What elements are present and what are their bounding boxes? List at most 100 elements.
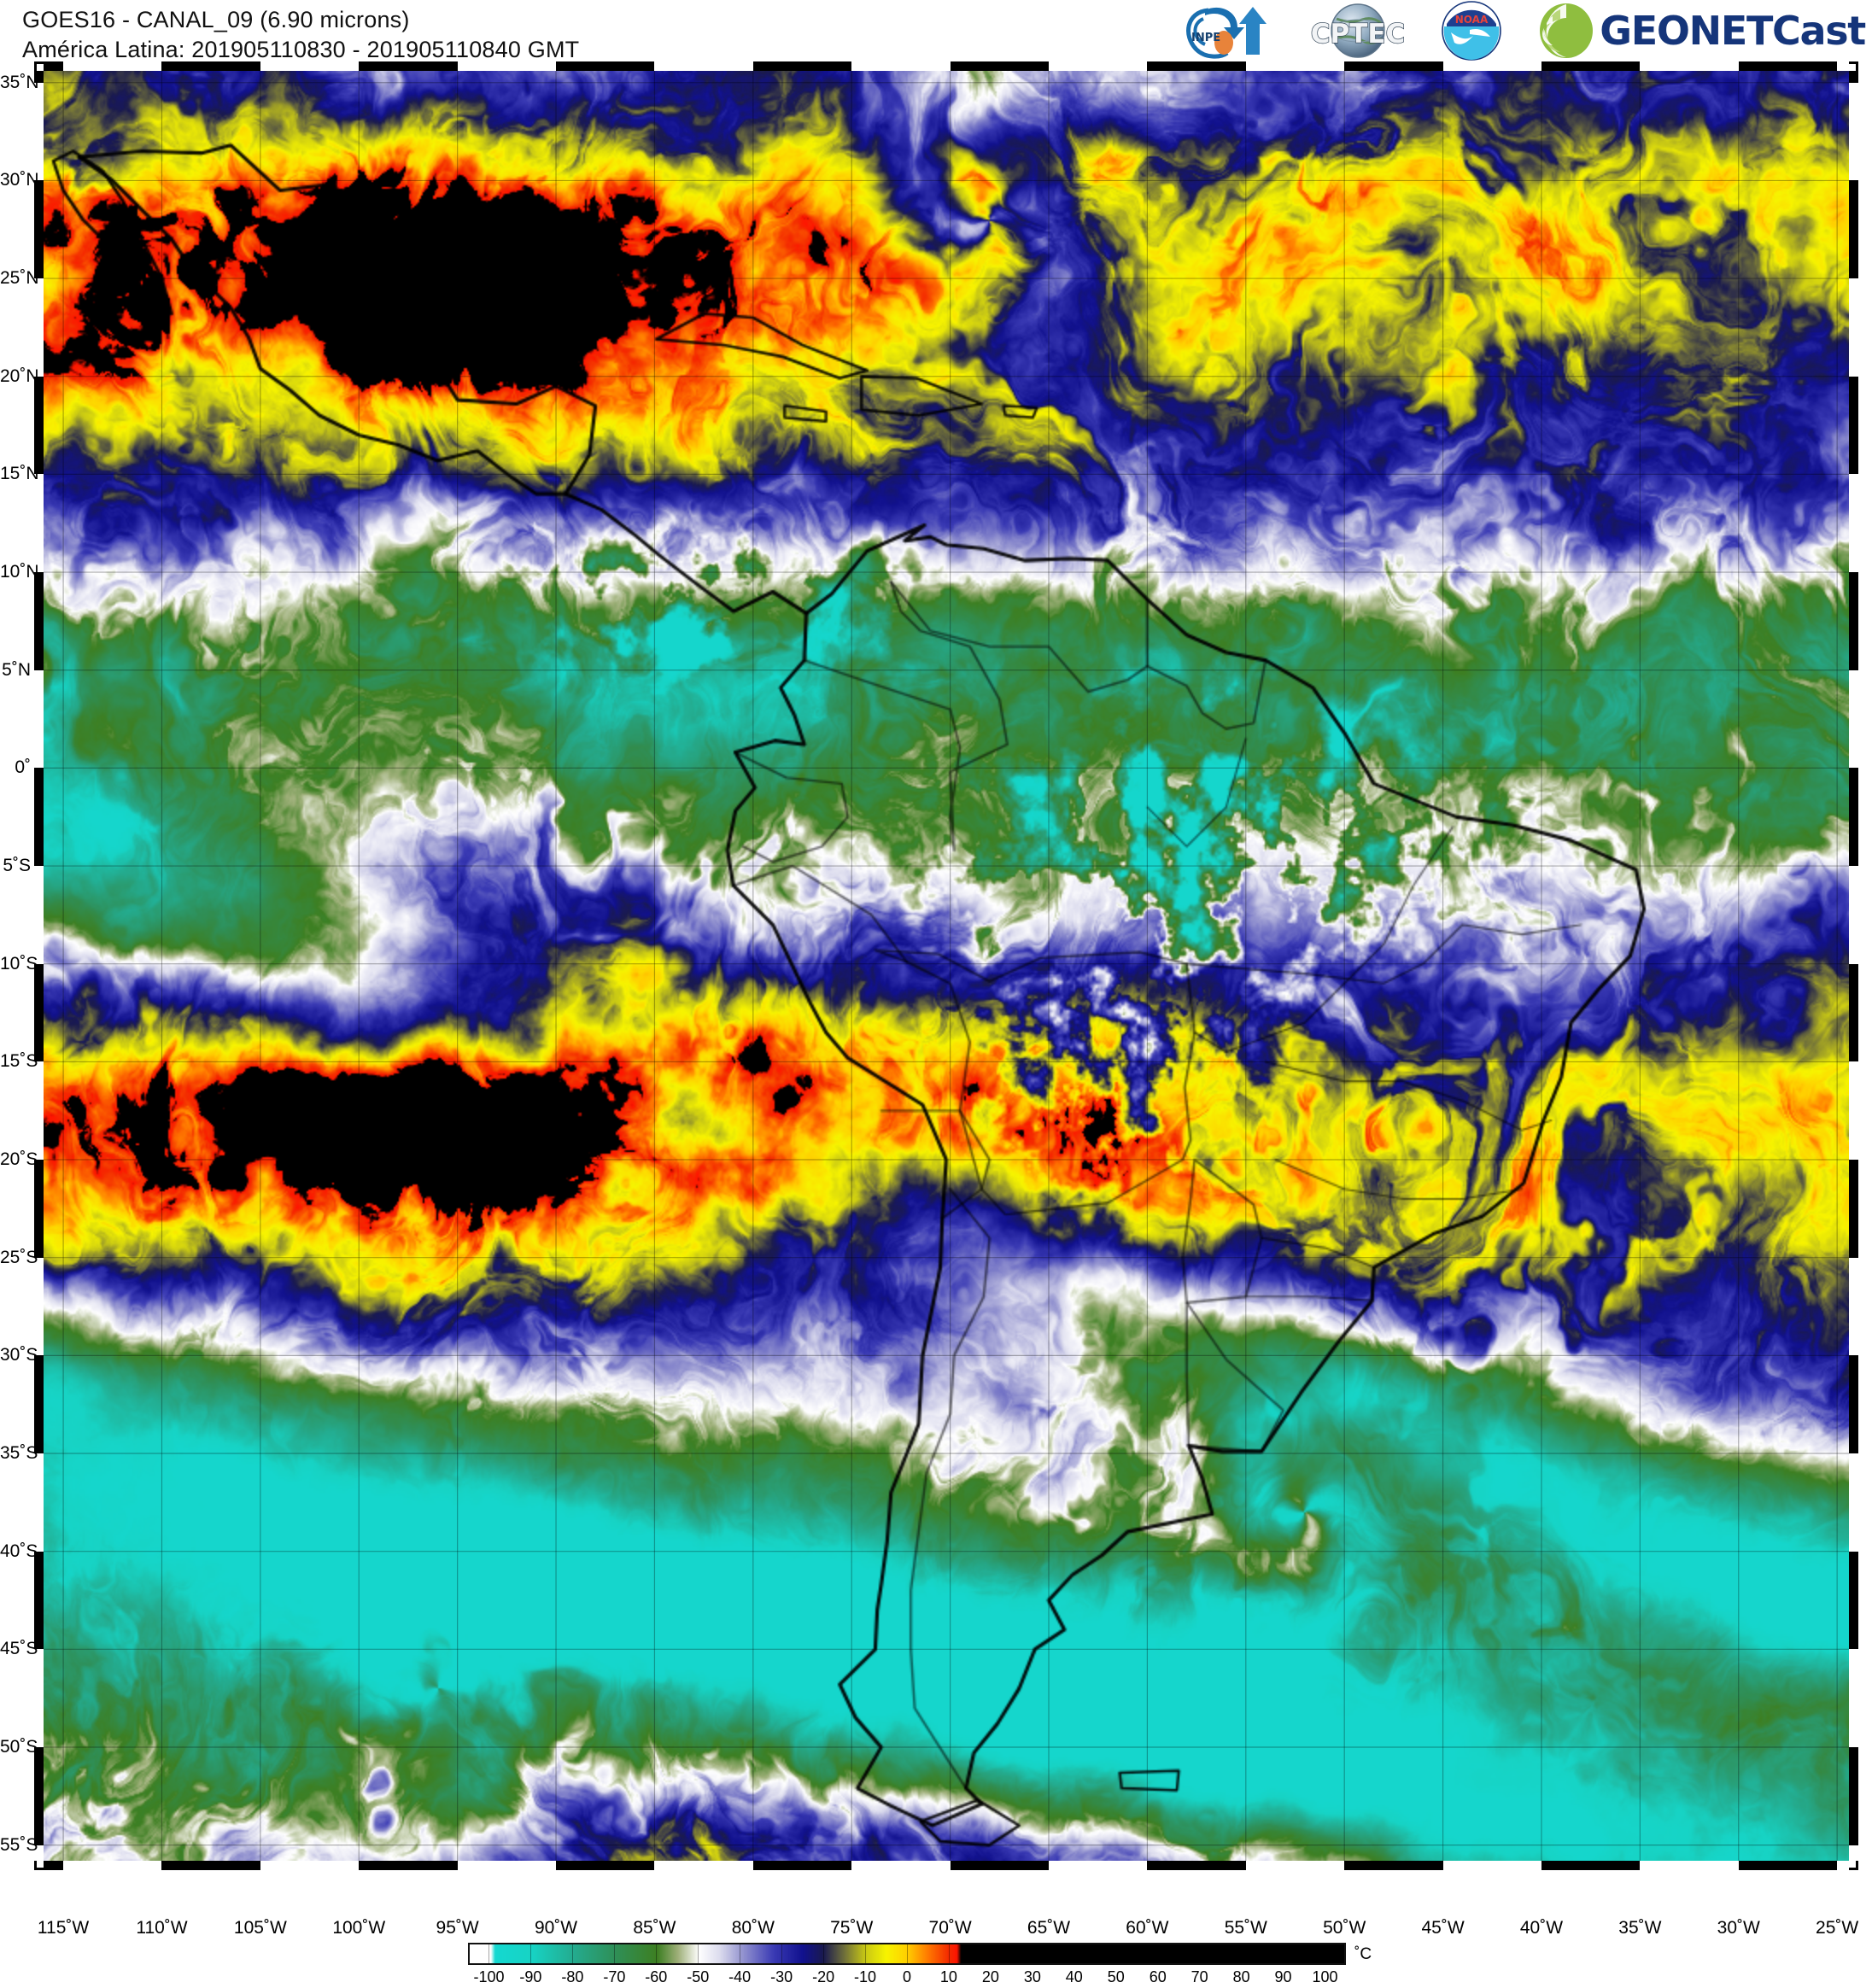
frame-tick — [34, 1551, 44, 1650]
temperature-colorbar — [468, 1943, 1346, 1965]
frame-tick — [1849, 376, 1858, 475]
frame-tick — [1849, 768, 1858, 867]
colorbar-separator — [823, 1944, 825, 1963]
colorbar-separator — [530, 1944, 532, 1963]
frame-tick — [1849, 572, 1858, 670]
frame-tick — [359, 61, 458, 71]
lat-tick-label: 10˚N — [0, 562, 39, 582]
noaa-logo-icon: NOAA — [1442, 1, 1502, 61]
colorbar-separator — [656, 1944, 658, 1963]
colorbar-tick-label: 50 — [1107, 1968, 1125, 1985]
colorbar-separator — [990, 1944, 992, 1963]
colorbar-tick-label: -50 — [687, 1968, 710, 1985]
frame-ticks-left — [34, 71, 44, 1861]
frame-ticks-bottom — [44, 1861, 1849, 1870]
frame-tick — [1849, 1355, 1858, 1453]
frame-tick — [1147, 1861, 1246, 1870]
cptec-logo-icon: CPTEC — [1310, 3, 1406, 58]
lat-tick-label: 55˚S — [0, 1834, 38, 1855]
lon-tick-label: 45˚W — [1421, 1918, 1465, 1938]
lat-tick-label: 45˚S — [0, 1639, 38, 1659]
colorbar-tick-label: 10 — [939, 1968, 957, 1985]
lat-tick-label: 5˚S — [3, 856, 31, 876]
lat-tick-label: 0˚ — [15, 757, 31, 778]
frame-tick — [34, 768, 44, 867]
frame-tick — [1344, 1861, 1443, 1870]
frame-tick — [1541, 1861, 1641, 1870]
satellite-map[interactable] — [34, 61, 1858, 1870]
colorbar-tick-label: -20 — [812, 1968, 835, 1985]
colorbar-tick-label: -30 — [770, 1968, 793, 1985]
colorbar-separator — [781, 1944, 783, 1963]
frame-tick — [34, 572, 44, 670]
frame-tick — [34, 71, 44, 83]
colorbar-tick-label: -90 — [519, 1968, 542, 1985]
lat-tick-label: 20˚S — [0, 1149, 38, 1170]
geonetcast-logo: GEONETCast — [1526, 2, 1866, 60]
frame-tick — [44, 61, 64, 71]
lat-tick-label: 25˚N — [0, 268, 39, 289]
lon-tick-label: 75˚W — [830, 1918, 874, 1938]
frame-tick — [1738, 61, 1838, 71]
cptec-logo-text: CPTEC — [1311, 19, 1406, 50]
colorbar-tick-label: 100 — [1312, 1968, 1338, 1985]
lat-tick-label: 15˚S — [0, 1051, 38, 1072]
colorbar-gradient — [470, 1944, 1344, 1963]
frame-tick — [359, 1861, 458, 1870]
colorbar-tick-label: 70 — [1190, 1968, 1208, 1985]
colorbar-tick-label: 40 — [1065, 1968, 1083, 1985]
geonetcast-logo-text: GEONETCast — [1600, 8, 1866, 54]
frame-tick — [1849, 180, 1858, 279]
title-line-1: GOES16 - CANAL_09 (6.90 microns) — [22, 7, 410, 32]
colorbar-tick-label: -100 — [473, 1968, 505, 1985]
inpe-logo-text: INPE — [1191, 32, 1220, 44]
lon-tick-label: 105˚W — [233, 1918, 287, 1938]
frame-tick — [1849, 963, 1858, 1062]
colorbar-separator — [907, 1944, 908, 1963]
lon-tick-label: 25˚W — [1816, 1918, 1859, 1938]
frame-tick — [1344, 61, 1443, 71]
colorbar-tick-label: -80 — [561, 1968, 584, 1985]
noaa-logo-text: NOAA — [1455, 14, 1489, 26]
lat-tick-label: 10˚S — [0, 953, 38, 974]
colorbar-separator — [1199, 1944, 1201, 1963]
frame-tick — [752, 1861, 852, 1870]
cptec-logo: CPTEC — [1299, 2, 1417, 60]
map-image[interactable] — [44, 71, 1849, 1861]
frame-tick — [161, 1861, 260, 1870]
inpe-logo-icon: INPE — [1186, 7, 1267, 59]
colorbar-separator — [1115, 1944, 1117, 1963]
colorbar-separator — [1325, 1944, 1326, 1963]
inpe-logo: INPE — [1174, 2, 1284, 60]
frame-tick — [34, 1160, 44, 1258]
colorbar-separator — [614, 1944, 616, 1963]
water-vapor-raster — [44, 71, 1849, 1861]
frame-tick — [556, 1861, 655, 1870]
lat-tick-label: 30˚N — [0, 170, 39, 190]
frame-tick — [1849, 1160, 1858, 1258]
frame-tick — [556, 61, 655, 71]
page-title: GOES16 - CANAL_09 (6.90 microns) América… — [22, 5, 579, 65]
colorbar-tick-label: -40 — [728, 1968, 752, 1985]
lat-tick-label: 35˚S — [0, 1443, 38, 1463]
frame-tick — [950, 61, 1049, 71]
colorbar-tick-label: -10 — [854, 1968, 877, 1985]
lat-tick-label: 25˚S — [0, 1247, 38, 1267]
frame-tick — [34, 376, 44, 475]
frame-tick — [1849, 1746, 1858, 1845]
lon-tick-label: 65˚W — [1027, 1918, 1071, 1938]
lat-tick-label: 40˚S — [0, 1541, 38, 1561]
colorbar-tick-label: 60 — [1149, 1968, 1167, 1985]
lat-tick-label: 50˚S — [0, 1736, 38, 1757]
frame-tick — [1849, 71, 1858, 83]
lon-tick-label: 85˚W — [633, 1918, 676, 1938]
frame-tick — [34, 180, 44, 279]
colorbar-separator — [1157, 1944, 1159, 1963]
colorbar-separator — [948, 1944, 950, 1963]
colorbar-tick-label: -70 — [603, 1968, 626, 1985]
colorbar-tick-label: 80 — [1232, 1968, 1250, 1985]
colorbar-unit-label: ˚C — [1354, 1945, 1372, 1963]
frame-tick — [1849, 1551, 1858, 1650]
colorbar-tick-label: 30 — [1023, 1968, 1041, 1985]
frame-tick — [1738, 1861, 1838, 1870]
